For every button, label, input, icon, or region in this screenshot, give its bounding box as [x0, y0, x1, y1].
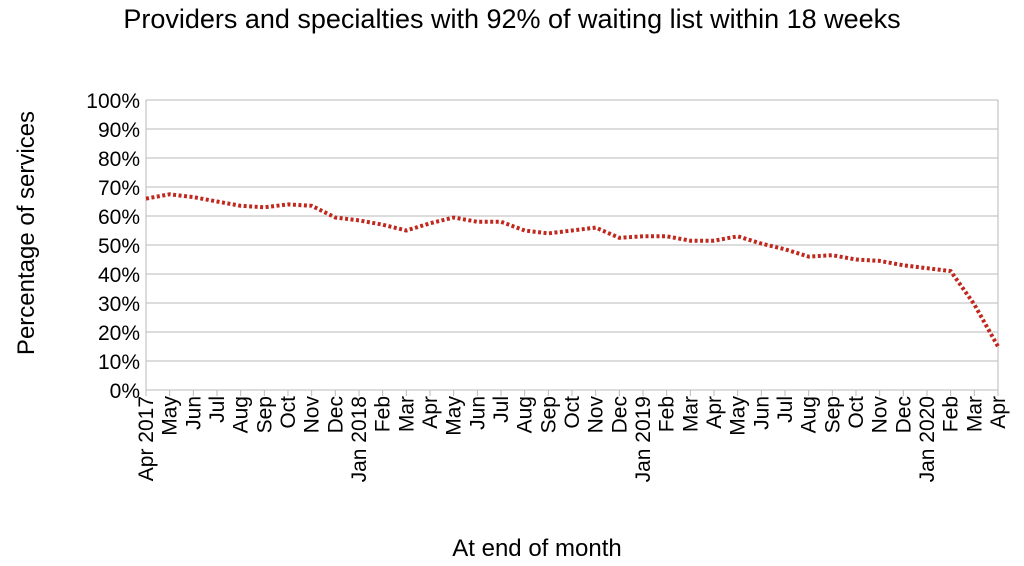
- x-tick-label: Jun: [466, 396, 489, 430]
- y-tick-label: 50%: [98, 235, 140, 258]
- x-tick-label: Dec: [892, 396, 915, 433]
- x-tick-label: Sep: [253, 396, 276, 433]
- y-tick-label: 70%: [98, 177, 140, 200]
- x-tick-label: Jun: [182, 396, 205, 430]
- x-tick-label: May: [159, 396, 182, 436]
- y-axis-label: Percentage of services: [13, 111, 40, 355]
- x-axis-tick-labels: Apr 2017 May Jun Jul Aug Sep Oct Nov Dec Jan 2018…: [135, 396, 1010, 483]
- y-tick-label: 100%: [86, 90, 140, 113]
- y-tick-label: 10%: [98, 351, 140, 374]
- x-tick-label: Jul: [490, 396, 513, 423]
- x-tick-label: Sep: [537, 396, 560, 433]
- x-tick-label: Jul: [774, 396, 797, 423]
- x-tick-label: Jan 2019: [632, 396, 655, 482]
- y-tick-label: 30%: [98, 293, 140, 316]
- series-line: [145, 192, 1000, 348]
- chart-title: Providers and specialties with 92% of wa…: [123, 4, 901, 34]
- x-tick-label: Nov: [301, 396, 324, 434]
- y-tick-label: 20%: [98, 322, 140, 345]
- x-tick-label: Oct: [277, 396, 300, 429]
- x-tick-label: Jan 2018: [348, 396, 371, 482]
- y-tick-label: 80%: [98, 148, 140, 171]
- x-tick-label: Feb: [656, 396, 679, 432]
- x-tick-label: Oct: [845, 396, 868, 429]
- x-tick-label: May: [443, 396, 466, 436]
- x-tick-label: Dec: [324, 396, 347, 433]
- x-tick-label: Aug: [230, 396, 253, 433]
- x-tick-label: Nov: [869, 396, 892, 434]
- gridlines: [145, 99, 999, 396]
- x-tick-label: Apr: [419, 396, 442, 429]
- y-tick-label: 40%: [98, 264, 140, 287]
- x-axis-label: At end of month: [452, 535, 621, 562]
- x-tick-label: Apr 2017: [135, 396, 158, 481]
- x-tick-label: Mar: [395, 396, 418, 432]
- y-tick-label: 90%: [98, 119, 140, 142]
- x-tick-label: Jun: [750, 396, 773, 430]
- x-tick-label: Dec: [608, 396, 631, 433]
- x-tick-label: Sep: [821, 396, 844, 433]
- y-axis-tick-labels: 0% 10% 20% 30% 40% 50% 60% 70% 80% 90% 100%: [86, 90, 140, 403]
- y-tick-label: 0%: [110, 380, 140, 403]
- x-tick-label: Mar: [963, 396, 986, 432]
- x-tick-label: Nov: [585, 396, 608, 434]
- x-tick-label: Apr: [703, 396, 726, 429]
- x-tick-label: Apr: [987, 396, 1010, 429]
- x-tick-label: Aug: [798, 396, 821, 433]
- x-tick-label: Oct: [561, 396, 584, 429]
- x-tick-label: Aug: [514, 396, 537, 433]
- x-tick-label: Mar: [679, 396, 702, 432]
- x-tick-label: Feb: [372, 396, 395, 432]
- x-tick-label: May: [727, 396, 750, 436]
- x-tick-label: Jan 2020: [916, 396, 939, 482]
- x-tick-label: Feb: [940, 396, 963, 432]
- data-series: [145, 192, 1000, 348]
- x-tick-label: Jul: [206, 396, 229, 423]
- y-tick-label: 60%: [98, 206, 140, 229]
